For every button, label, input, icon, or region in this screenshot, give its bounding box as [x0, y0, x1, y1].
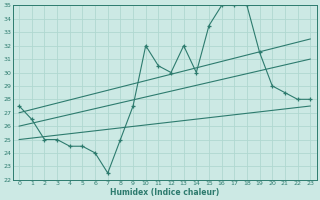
X-axis label: Humidex (Indice chaleur): Humidex (Indice chaleur)	[110, 188, 219, 197]
